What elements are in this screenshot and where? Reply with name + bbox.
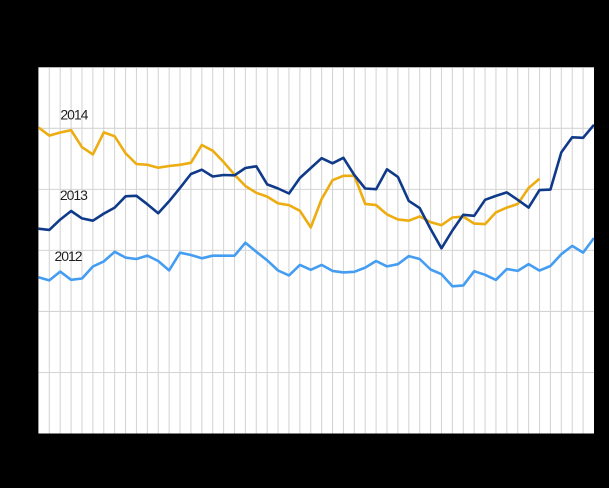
svg-text:2014: 2014 bbox=[60, 106, 88, 122]
svg-text:2013: 2013 bbox=[60, 187, 88, 203]
svg-text:2012: 2012 bbox=[55, 248, 83, 264]
